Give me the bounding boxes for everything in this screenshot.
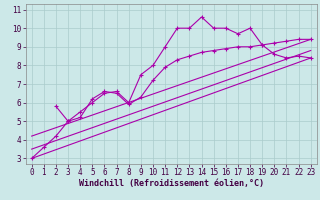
X-axis label: Windchill (Refroidissement éolien,°C): Windchill (Refroidissement éolien,°C) [79, 179, 264, 188]
